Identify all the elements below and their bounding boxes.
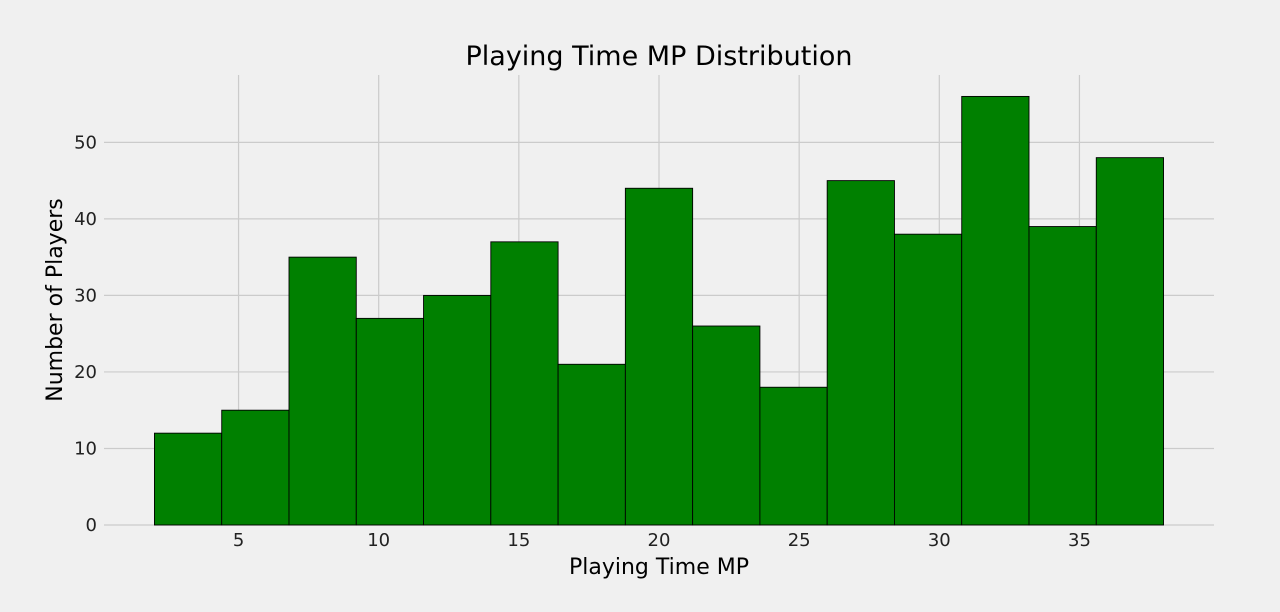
- histogram-bar: [423, 294, 492, 526]
- y-axis-label: Number of Players: [43, 198, 68, 402]
- histogram-bar: [692, 325, 761, 526]
- y-tick-label: 30: [74, 285, 97, 306]
- histogram-bar: [624, 187, 694, 526]
- histogram-bar: [961, 95, 1030, 526]
- x-tick-label: 35: [1068, 530, 1091, 551]
- y-tick-label: 0: [86, 515, 97, 536]
- histogram-bar: [154, 432, 223, 526]
- x-tick-labels: 5 10 15 20 25 30 35: [233, 530, 1091, 551]
- x-tick-label: 25: [788, 530, 811, 551]
- chart-title: Playing Time MP Distribution: [466, 41, 853, 72]
- histogram-bar: [221, 409, 290, 526]
- x-tick-label: 15: [507, 530, 530, 551]
- histogram-bar: [288, 256, 357, 526]
- histogram-bar: [759, 386, 828, 526]
- histogram-bar: [826, 180, 895, 526]
- x-tick-label: 5: [233, 530, 244, 551]
- x-axis-label: Playing Time MP: [569, 555, 749, 580]
- y-tick-label: 40: [74, 209, 97, 230]
- histogram-bar: [557, 363, 626, 526]
- x-tick-label: 30: [928, 530, 951, 551]
- histogram-bar: [1095, 157, 1164, 526]
- histogram-bar: [490, 241, 559, 526]
- bars: [154, 95, 1164, 526]
- histogram-bar: [1028, 226, 1097, 526]
- y-tick-labels: 0 10 20 30 40 50: [74, 132, 97, 536]
- y-tick-label: 10: [74, 438, 97, 459]
- y-tick-label: 50: [74, 132, 97, 153]
- y-tick-label: 20: [74, 362, 97, 383]
- histogram-bar: [355, 317, 424, 526]
- x-tick-label: 10: [367, 530, 390, 551]
- histogram-bar: [894, 233, 963, 526]
- x-tick-label: 20: [648, 530, 671, 551]
